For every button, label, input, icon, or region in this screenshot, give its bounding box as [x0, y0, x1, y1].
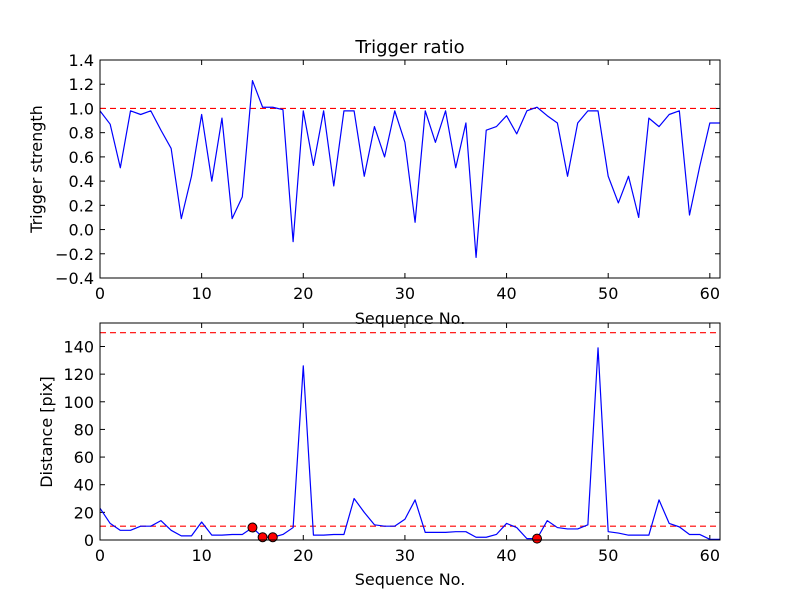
x-tick-label: 30	[395, 284, 415, 303]
x-tick-label: 0	[95, 284, 105, 303]
series-line	[100, 347, 720, 540]
trigger-ratio-plot: Trigger ratio −0.4 −0.2 0.0 0.2 0.4 0.6 0.8 1.0…	[27, 37, 721, 328]
x-tick-label: 50	[598, 546, 618, 565]
x-tick-label: 60	[700, 546, 720, 565]
y-tick-label: 20	[74, 503, 94, 522]
y-tick-label: 0.6	[69, 148, 94, 167]
x-tick-label: 0	[95, 546, 105, 565]
x-tick-label: 50	[598, 284, 618, 303]
y-tick-label: 1.4	[69, 51, 94, 70]
series-line	[100, 79, 720, 259]
distance-plot: 0 20 40 60 80 100 120 140 0 10 20 30 40 50 60 Sequenc…	[37, 322, 721, 589]
y-tick-label: −0.4	[55, 269, 94, 288]
x-tick-label: 40	[496, 546, 516, 565]
y-tick-label: 0.8	[69, 124, 94, 143]
reference-lines	[100, 332, 720, 527]
x-tick-label: 60	[700, 284, 720, 303]
y-tick-labels: 0 20 40 60 80 100 120 140	[63, 337, 94, 550]
series-lines	[100, 79, 720, 259]
y-tick-label: −0.2	[55, 245, 94, 264]
y-tick-label: 80	[74, 420, 94, 439]
y-tick-label: 0.4	[69, 172, 94, 191]
y-tick-label: 40	[74, 476, 94, 495]
plot-frame	[99, 322, 721, 541]
y-axis-label: Trigger strength	[27, 105, 46, 234]
x-axis-label: Sequence No.	[355, 309, 466, 328]
x-axis-label: Sequence No.	[355, 570, 466, 589]
flagged-marker	[247, 522, 258, 533]
x-tick-label: 10	[191, 284, 211, 303]
x-tick-label: 10	[191, 546, 211, 565]
y-tick-label: 60	[74, 448, 94, 467]
flagged-marker	[532, 533, 543, 544]
x-tick-label: 30	[395, 546, 415, 565]
plot-frame	[99, 59, 721, 279]
y-tick-label: 140	[63, 337, 94, 356]
y-tick-label: 1.0	[69, 99, 94, 118]
axis-ticks	[99, 323, 720, 541]
axis-ticks	[99, 59, 720, 279]
x-tick-label: 20	[293, 546, 313, 565]
x-tick-labels: 0 10 20 30 40 50 60	[95, 284, 720, 303]
flagged-markers	[247, 522, 543, 544]
y-tick-label: 0.2	[69, 196, 94, 215]
chart-title: Trigger ratio	[354, 37, 464, 58]
y-tick-label: 0.0	[69, 221, 94, 240]
y-tick-label: 0	[84, 531, 94, 550]
x-tick-label: 40	[496, 284, 516, 303]
y-tick-label: 120	[63, 365, 94, 384]
y-axis-label: Distance [pix]	[37, 376, 56, 488]
y-tick-labels: −0.4 −0.2 0.0 0.2 0.4 0.6 0.8 1.0 1.2 1.4	[55, 51, 94, 288]
series-lines	[100, 347, 720, 540]
y-tick-label: 100	[63, 393, 94, 412]
flagged-marker	[267, 532, 278, 543]
flagged-marker	[257, 532, 268, 543]
x-tick-label: 20	[293, 284, 313, 303]
x-tick-labels: 0 10 20 30 40 50 60	[95, 546, 720, 565]
y-tick-label: 1.2	[69, 75, 94, 94]
